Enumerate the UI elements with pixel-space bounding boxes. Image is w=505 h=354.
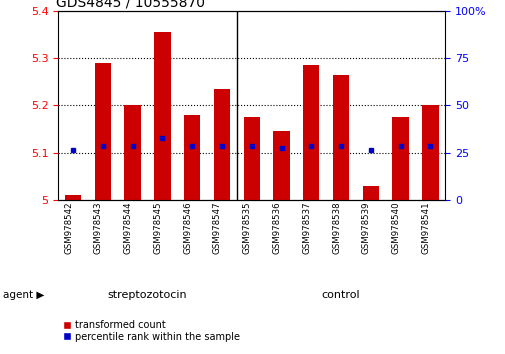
Bar bbox=[273, 131, 289, 200]
Text: GSM978536: GSM978536 bbox=[272, 202, 281, 255]
Bar bbox=[94, 63, 111, 200]
Bar bbox=[362, 186, 378, 200]
Text: GSM978535: GSM978535 bbox=[242, 202, 251, 255]
Bar bbox=[184, 115, 200, 200]
Bar bbox=[421, 105, 438, 200]
Bar bbox=[213, 89, 230, 200]
Bar bbox=[332, 75, 348, 200]
Text: GSM978547: GSM978547 bbox=[213, 202, 222, 255]
Text: GSM978546: GSM978546 bbox=[183, 202, 192, 255]
Text: GSM978543: GSM978543 bbox=[93, 202, 103, 255]
Text: GSM978538: GSM978538 bbox=[331, 202, 340, 255]
Bar bbox=[392, 117, 408, 200]
Text: GSM978544: GSM978544 bbox=[123, 202, 132, 255]
Text: GSM978542: GSM978542 bbox=[64, 202, 73, 255]
Bar bbox=[65, 195, 81, 200]
Text: agent ▶: agent ▶ bbox=[3, 290, 44, 300]
Text: GDS4845 / 10555870: GDS4845 / 10555870 bbox=[56, 0, 205, 10]
Bar bbox=[154, 32, 170, 200]
Text: GSM978545: GSM978545 bbox=[153, 202, 162, 255]
Text: GSM978541: GSM978541 bbox=[421, 202, 430, 255]
Bar bbox=[124, 105, 140, 200]
Legend: transformed count, percentile rank within the sample: transformed count, percentile rank withi… bbox=[63, 320, 239, 342]
Bar bbox=[302, 65, 319, 200]
Text: GSM978540: GSM978540 bbox=[391, 202, 400, 255]
Bar bbox=[243, 117, 260, 200]
Text: GSM978537: GSM978537 bbox=[301, 202, 311, 255]
Text: GSM978539: GSM978539 bbox=[361, 202, 370, 254]
Text: control: control bbox=[321, 290, 360, 300]
Text: streptozotocin: streptozotocin bbox=[108, 290, 187, 300]
